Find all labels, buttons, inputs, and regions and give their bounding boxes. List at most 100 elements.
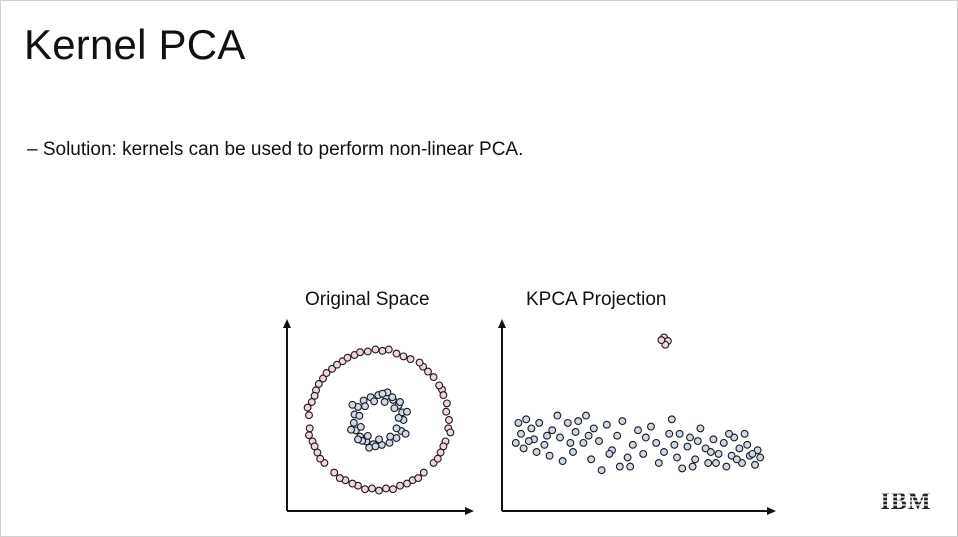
scatter-point (445, 416, 453, 424)
scatter-point (328, 364, 337, 373)
scatter-point (403, 479, 411, 488)
scatter-point (660, 448, 668, 456)
scatter-point (436, 448, 445, 457)
x-axis-arrow (767, 507, 776, 515)
scatter-point (368, 484, 376, 493)
scatter-point (527, 424, 536, 433)
scatter-point (730, 433, 739, 442)
scatter-point (442, 399, 451, 408)
scatter-point (388, 393, 397, 402)
y-axis-arrow (283, 319, 291, 328)
scatter-point (574, 417, 583, 426)
scatter-point (435, 381, 444, 390)
scatter-point (675, 429, 684, 438)
scatter-point (392, 424, 401, 433)
scatter-point (709, 435, 718, 444)
scatter-point (714, 449, 723, 458)
scatter-point (446, 428, 455, 437)
scatter-point (361, 402, 369, 411)
scatter-point (605, 449, 614, 458)
scatter-point (595, 437, 603, 446)
scatter-point (686, 433, 694, 442)
scatter-point (753, 446, 762, 455)
scatter-point (401, 429, 410, 438)
scatter-point (735, 444, 744, 453)
scatter-point (378, 346, 387, 355)
scatter-point (356, 348, 365, 357)
scatter-point (688, 462, 697, 471)
points-layer (511, 333, 765, 475)
scatter-point (384, 345, 393, 354)
scatter-point (439, 442, 448, 451)
scatter-point (634, 426, 642, 435)
scatter-point (654, 459, 663, 467)
scatter-point (371, 345, 380, 354)
scatter-point (628, 440, 637, 449)
scatter-point (587, 455, 596, 464)
scatter-point (429, 373, 438, 382)
scatter-point (678, 464, 687, 473)
scatter-point (657, 336, 666, 345)
scatter-point (725, 429, 733, 438)
scatter-point (569, 448, 577, 456)
scatter-point (563, 418, 572, 427)
scatter-point (415, 358, 424, 367)
scatter-point (582, 411, 590, 420)
scatter-point (691, 455, 700, 464)
scatter-point (748, 449, 757, 458)
original-space-scatter (283, 319, 474, 515)
scatter-point (314, 380, 323, 388)
scatter-point (355, 411, 364, 420)
scatter-point (382, 484, 390, 493)
scatter-point (399, 352, 408, 361)
scatter-point (665, 429, 674, 438)
scatter-point (626, 462, 635, 471)
scatter-point (756, 453, 765, 462)
scatter-point (414, 474, 423, 483)
scatter-point (361, 485, 369, 494)
scatter-point (433, 454, 442, 463)
scatter-point (579, 438, 588, 447)
scatter-point (532, 448, 541, 456)
y-axis-arrow (498, 319, 506, 328)
scatter-point (743, 440, 752, 449)
scatter-point (389, 485, 397, 494)
scatter-point (540, 440, 549, 449)
scatter-point (316, 454, 325, 463)
scatter-point (356, 422, 365, 431)
scatter-point (392, 349, 401, 358)
scatter-point (589, 424, 598, 433)
scatter-point (566, 438, 575, 447)
scatter-point (615, 462, 624, 471)
scatter-point (348, 400, 357, 409)
scatter-point (375, 486, 383, 495)
slide-title: Kernel PCA (24, 21, 246, 68)
scatter-point (363, 431, 372, 440)
scatter-point (322, 369, 331, 377)
scatter-point (511, 438, 520, 447)
scatter-point (597, 466, 606, 475)
scatter-point (365, 443, 374, 452)
scatter-point (751, 460, 759, 469)
scatter-point (641, 433, 650, 442)
chart-title-kpca-projection: KPCA Projection (526, 289, 667, 310)
scatter-point (348, 479, 357, 488)
scatter-point (303, 403, 312, 412)
scatter-point (378, 389, 387, 398)
scatter-point (424, 367, 432, 376)
scatter-point (522, 415, 531, 424)
scatter-point (406, 355, 415, 364)
scatter-point (693, 437, 702, 446)
scatter-point (439, 391, 448, 400)
scatter-point (380, 398, 389, 406)
scatter-point (623, 453, 632, 462)
ibm-logo: IBM (877, 489, 935, 514)
kpca-projection-scatter (498, 319, 776, 515)
scatter-point (347, 425, 355, 434)
scatter-point (390, 404, 399, 413)
scatter-point (584, 431, 593, 440)
scatter-point (370, 397, 379, 406)
scatter-point (519, 444, 528, 453)
scatter-point (349, 418, 358, 427)
scatter-point (371, 442, 380, 451)
